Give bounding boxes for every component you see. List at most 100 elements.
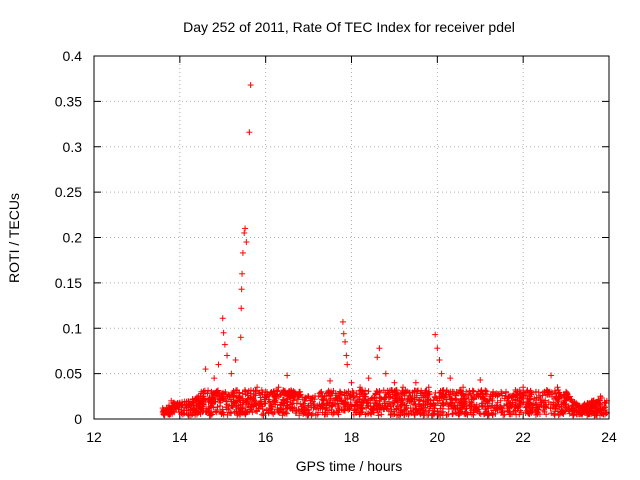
x-tick-label: 12 xyxy=(86,429,102,445)
data-point-cloud xyxy=(425,390,432,397)
data-point-cloud xyxy=(458,387,465,394)
axis-ticks: 12 14 16 18 20 22 24 0 0.05 0.1 0.15 0.2 0.25 0.3 0.35… xyxy=(55,48,617,445)
data-point-cloud xyxy=(328,403,335,410)
data-point-cloud xyxy=(317,389,324,396)
data-point-cloud xyxy=(248,401,255,408)
data-point-cloud xyxy=(240,399,247,406)
data-point-cloud xyxy=(359,406,366,413)
data-point-cloud xyxy=(504,397,511,404)
data-point-cloud xyxy=(327,393,334,400)
data-point-cloud xyxy=(524,387,531,394)
data-point-cloud xyxy=(255,389,262,396)
data-point-cloud xyxy=(214,403,221,410)
data-point-cloud xyxy=(516,402,523,409)
data-point-cloud xyxy=(321,411,328,418)
data-point-cloud xyxy=(344,401,351,408)
data-point-cloud xyxy=(385,398,392,405)
data-point-cloud xyxy=(555,398,562,405)
data-point-cloud xyxy=(335,393,342,400)
data-point-cloud xyxy=(594,399,601,406)
data-point-cloud xyxy=(295,396,302,403)
data-point-cloud xyxy=(474,406,481,413)
data-point-cloud xyxy=(209,394,216,401)
x-axis-title: GPS time / hours xyxy=(296,458,403,474)
data-point-cloud xyxy=(480,396,487,403)
data-point-cloud xyxy=(212,398,219,405)
data-point-cloud xyxy=(368,395,375,402)
data-point-cloud xyxy=(358,388,365,395)
data-point-cloud xyxy=(477,411,484,418)
data-point-cloud xyxy=(356,396,363,403)
data-point-cloud xyxy=(398,402,405,409)
data-point-cloud xyxy=(489,411,496,418)
data-point-cloud xyxy=(257,402,264,409)
data-point-cloud xyxy=(483,408,490,415)
data-point-cloud xyxy=(439,400,446,407)
data-point-cloud xyxy=(548,410,555,417)
data-point-cloud xyxy=(494,399,501,406)
data-point-cloud xyxy=(377,389,384,396)
data-point-cloud xyxy=(517,390,524,397)
data-point-cloud xyxy=(233,402,240,409)
data-point-cloud xyxy=(253,401,260,408)
y-tick-label: 0.15 xyxy=(55,275,82,291)
data-point-cloud xyxy=(230,393,237,400)
data-point-cloud xyxy=(408,398,415,405)
data-point-cloud xyxy=(293,407,300,414)
data-point-cloud xyxy=(204,408,211,415)
data-point-cloud xyxy=(203,408,210,415)
data-point-cloud xyxy=(331,397,338,404)
data-point-cloud xyxy=(555,390,562,397)
data-point-cloud xyxy=(360,400,367,407)
data-point-cloud xyxy=(313,406,320,413)
data-point-cloud xyxy=(238,405,245,412)
data-point-cloud xyxy=(551,387,558,394)
data-point-cloud xyxy=(315,409,322,416)
data-point-cloud xyxy=(563,397,570,404)
y-tick-label: 0.3 xyxy=(63,139,83,155)
data-point-cloud xyxy=(278,399,285,406)
data-point-cloud xyxy=(347,391,354,398)
data-point-cloud xyxy=(519,399,526,406)
data-point-cloud xyxy=(373,391,380,398)
data-point-cloud xyxy=(321,393,328,400)
data-point-cloud xyxy=(484,405,491,412)
data-point-cloud xyxy=(565,407,572,414)
data-point-cloud xyxy=(256,390,263,397)
data-point-cloud xyxy=(328,409,335,416)
data-point-cloud xyxy=(301,397,308,404)
data-point-cloud xyxy=(346,405,353,412)
data-point-cloud xyxy=(267,402,274,409)
data-point-cloud xyxy=(323,401,330,408)
data-point-cloud xyxy=(343,389,350,396)
data-point-cloud xyxy=(323,396,330,403)
data-point-cloud xyxy=(362,387,369,394)
data-point-cloud xyxy=(230,388,237,395)
data-point-cloud xyxy=(353,399,360,406)
data-point-cloud xyxy=(341,399,348,406)
data-point-cloud xyxy=(492,410,499,417)
data-point-cloud xyxy=(398,407,405,414)
y-tick-label: 0.1 xyxy=(63,320,83,336)
data-point-cloud xyxy=(499,392,506,399)
data-point-cloud xyxy=(498,409,505,416)
data-point-cloud xyxy=(465,391,472,398)
data-point-cloud xyxy=(590,407,597,414)
data-point-cloud xyxy=(518,409,525,416)
data-point-cloud xyxy=(374,409,381,416)
data-point-cloud xyxy=(547,405,554,412)
data-point-cloud xyxy=(579,407,586,414)
data-point-cloud xyxy=(260,410,267,417)
data-point-cloud xyxy=(166,402,173,409)
data-point-cloud xyxy=(483,391,490,398)
data-point-cloud xyxy=(569,408,576,415)
y-tick-label: 0.05 xyxy=(55,366,82,382)
data-point-cloud xyxy=(305,411,312,418)
data-point-cloud xyxy=(402,406,409,413)
data-point-cloud xyxy=(537,396,544,403)
data-point-cloud xyxy=(395,405,402,412)
data-point-cloud xyxy=(391,399,398,406)
data-point-cloud xyxy=(252,407,259,414)
data-point-cloud xyxy=(251,391,258,398)
data-point-cloud xyxy=(348,402,355,409)
